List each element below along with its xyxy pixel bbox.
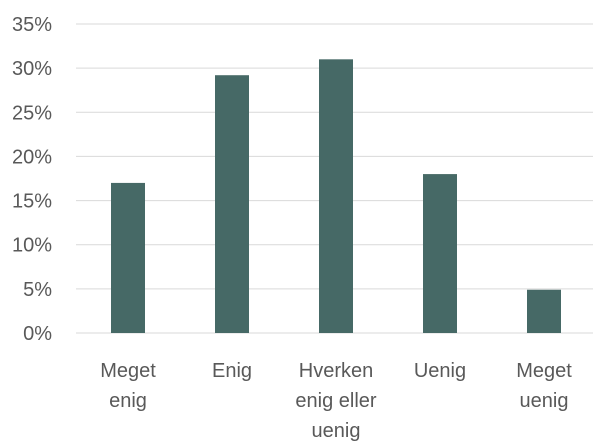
x-axis-category-labels: Meget enig Enig Hverken enig eller uenig Uenig…	[100, 360, 572, 442]
x-category-label-line: uenig	[312, 420, 361, 442]
x-category-label-line: enig	[109, 390, 147, 412]
y-axis-tick-labels: 0% 5% 10% 15% 20% 25% 30% 35%	[12, 14, 52, 345]
y-tick-label: 35%	[12, 14, 52, 36]
x-category-label: Uenig	[414, 360, 466, 382]
x-category-label-line: uenig	[520, 390, 569, 412]
y-tick-label: 30%	[12, 58, 52, 80]
bar	[215, 75, 249, 333]
x-category-label-line: enig eller	[295, 390, 377, 412]
x-category-label-line: Uenig	[414, 360, 466, 382]
x-category-label-line: Meget	[516, 360, 572, 382]
x-category-label-line: Enig	[212, 360, 252, 382]
bar	[423, 174, 457, 333]
y-tick-label: 15%	[12, 191, 52, 213]
x-category-label: Meget uenig	[516, 360, 572, 412]
bar	[527, 289, 561, 333]
y-tick-label: 0%	[23, 323, 52, 345]
y-tick-label: 20%	[12, 146, 52, 168]
x-category-label: Hverken enig eller uenig	[295, 360, 377, 442]
bar	[111, 182, 145, 333]
y-tick-label: 5%	[23, 279, 52, 301]
y-tick-label: 10%	[12, 235, 52, 257]
bars	[111, 59, 561, 334]
y-tick-label: 25%	[12, 102, 52, 124]
x-category-label: Enig	[212, 360, 252, 382]
x-category-label: Meget enig	[100, 360, 156, 412]
bar	[319, 59, 353, 334]
x-category-label-line: Meget	[100, 360, 156, 382]
x-category-label-line: Hverken	[299, 360, 373, 382]
